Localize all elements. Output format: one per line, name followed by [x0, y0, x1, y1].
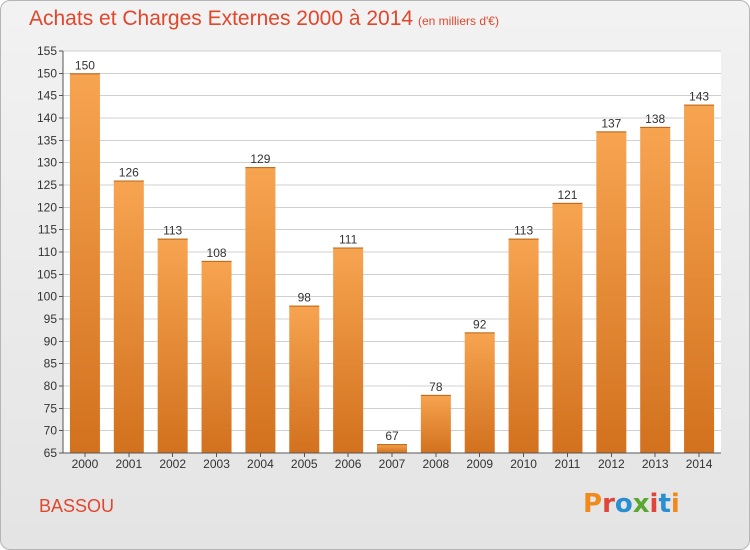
chart-subtitle: (en milliers d'€) [418, 14, 499, 28]
x-tick-label: 2000 [72, 457, 99, 471]
y-tick-label: 145 [37, 89, 57, 103]
y-tick-label: 155 [37, 44, 57, 58]
y-tick-label: 120 [37, 200, 57, 214]
y-tick-label: 65 [44, 446, 58, 460]
chart-title: Achats et Charges Externes 2000 à 2014 [29, 7, 414, 30]
x-tick-label: 2011 [555, 457, 581, 471]
y-tick-label: 100 [37, 290, 57, 304]
bar [69, 73, 100, 453]
brand-letter: i [649, 489, 659, 519]
commune-name: BASSOU [39, 496, 115, 516]
y-tick-label: 115 [38, 223, 57, 237]
x-tick-label: 2007 [379, 457, 406, 471]
bar-value-label: 129 [250, 152, 270, 166]
x-tick-label: 2010 [510, 457, 537, 471]
brand-letter: P [583, 489, 603, 519]
bar [464, 332, 495, 453]
y-tick-label: 105 [37, 267, 57, 281]
bar-value-label: 126 [119, 166, 139, 180]
bar [684, 104, 715, 453]
x-tick-label: 2001 [115, 457, 142, 471]
y-tick-label: 70 [44, 424, 58, 438]
x-tick-label: 2013 [642, 457, 669, 471]
bar [420, 394, 451, 453]
brand-letter: o [614, 489, 633, 519]
x-tick-label: 2004 [247, 457, 274, 471]
x-tick-label: 2012 [598, 457, 625, 471]
bar-value-label: 113 [514, 224, 533, 238]
y-tick-label: 140 [37, 111, 57, 125]
y-tick-label: 85 [44, 357, 58, 371]
bar [552, 202, 583, 453]
y-tick-label: 75 [44, 401, 58, 415]
bar-value-label: 121 [557, 188, 577, 202]
x-tick-label: 2009 [466, 457, 493, 471]
bar [245, 167, 276, 453]
y-tick-label: 80 [44, 379, 58, 393]
x-tick-label: 2003 [203, 457, 230, 471]
bar-value-label: 113 [163, 224, 182, 238]
brand-letter: i [670, 489, 680, 519]
bar-value-label: 98 [298, 291, 312, 305]
brand-letter: r [602, 489, 615, 519]
bar-value-label: 111 [339, 233, 358, 247]
bar [289, 305, 320, 453]
y-tick-label: 95 [44, 312, 58, 326]
brand-letter: x [632, 489, 650, 519]
bar-value-label: 143 [689, 90, 709, 104]
x-tick-label: 2014 [686, 457, 713, 471]
y-tick-label: 110 [38, 245, 57, 259]
y-tick-label: 135 [37, 133, 57, 147]
bar-value-label: 150 [75, 58, 95, 72]
bar [333, 247, 364, 453]
y-tick-label: 90 [44, 334, 58, 348]
bar-value-label: 78 [429, 380, 443, 394]
bar [508, 238, 539, 453]
bar-value-label: 67 [385, 429, 399, 443]
bar [157, 238, 188, 453]
bar-value-label: 92 [473, 317, 487, 331]
x-tick-label: 2008 [423, 457, 450, 471]
bar [201, 260, 232, 453]
x-tick-label: 2006 [335, 457, 362, 471]
y-tick-label: 150 [37, 66, 57, 80]
bar-value-label: 108 [207, 246, 227, 260]
bar [113, 180, 144, 454]
brand-letter: t [658, 489, 671, 519]
y-tick-label: 125 [37, 178, 57, 192]
proxiti-logo: Proxiti [583, 489, 680, 519]
bar-value-label: 137 [601, 116, 621, 130]
bar [640, 126, 671, 453]
bar [596, 131, 627, 453]
x-tick-label: 2005 [291, 457, 318, 471]
bar-value-label: 138 [645, 112, 665, 126]
x-tick-label: 2002 [159, 457, 186, 471]
bar [377, 444, 407, 453]
y-tick-label: 130 [37, 156, 57, 170]
